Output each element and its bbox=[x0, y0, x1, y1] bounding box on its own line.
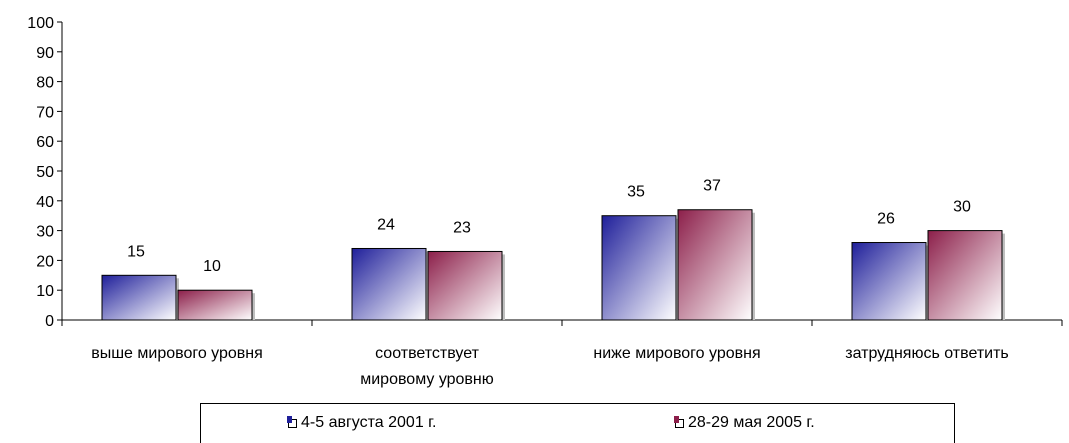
legend-label-series-2: 28-29 мая 2005 г. bbox=[688, 414, 815, 431]
data-label: 23 bbox=[453, 219, 471, 236]
bars-group bbox=[101, 209, 1005, 321]
y-tick-label: 30 bbox=[36, 224, 54, 241]
x-category-label: затрудняюсь ответить bbox=[845, 345, 1009, 362]
y-tick-label: 40 bbox=[36, 194, 54, 211]
y-tick-label: 90 bbox=[36, 45, 54, 62]
data-label: 30 bbox=[953, 199, 971, 216]
bar-series-2 bbox=[927, 230, 1003, 321]
x-category-label: соответствует мировому уровню bbox=[360, 345, 494, 388]
data-label: 37 bbox=[703, 178, 721, 195]
y-tick-label: 80 bbox=[36, 75, 54, 92]
bar-series-1 bbox=[101, 274, 177, 321]
legend-item-series-2: 28-29 мая 2005 г. bbox=[674, 414, 815, 432]
bar-series-1 bbox=[851, 242, 927, 321]
data-label: 24 bbox=[377, 216, 395, 233]
y-axis: 0 10 20 30 40 50 60 70 80 90 100 bbox=[27, 15, 63, 330]
y-tick-label: 100 bbox=[27, 15, 54, 32]
data-label: 26 bbox=[877, 211, 895, 228]
x-category-label: выше мирового уровня bbox=[91, 345, 263, 362]
legend-swatch-series-1 bbox=[287, 415, 297, 428]
data-label: 15 bbox=[127, 243, 145, 260]
bar-series-1 bbox=[351, 247, 427, 321]
legend-label-series-1: 4-5 августа 2001 г. bbox=[301, 414, 437, 431]
x-axis: выше мирового уровня соответствует мировом… bbox=[61, 319, 1063, 388]
data-label: 35 bbox=[627, 184, 645, 201]
y-tick-label: 10 bbox=[36, 283, 54, 300]
legend-swatch-series-2 bbox=[674, 415, 684, 428]
bar-series-1 bbox=[601, 215, 677, 321]
y-tick-label: 0 bbox=[45, 313, 54, 330]
y-tick-label: 60 bbox=[36, 134, 54, 151]
legend: 4-5 августа 2001 г. 28-29 мая 2005 г. bbox=[200, 403, 955, 443]
bar-series-2 bbox=[677, 209, 753, 321]
y-tick-label: 70 bbox=[36, 104, 54, 121]
data-labels-group: 15 10 24 23 35 37 26 30 bbox=[127, 178, 971, 275]
y-tick-label: 20 bbox=[36, 253, 54, 270]
bar-series-2 bbox=[177, 289, 253, 321]
x-category-label: ниже мирового уровня bbox=[593, 345, 760, 362]
bar-chart: 0 10 20 30 40 50 60 70 80 90 100 выше мирового уро… bbox=[27, 15, 1063, 388]
legend-item-series-1: 4-5 августа 2001 г. bbox=[287, 414, 437, 432]
data-label: 10 bbox=[203, 258, 221, 275]
bar-series-2 bbox=[427, 250, 503, 321]
y-tick-label: 50 bbox=[36, 164, 54, 181]
